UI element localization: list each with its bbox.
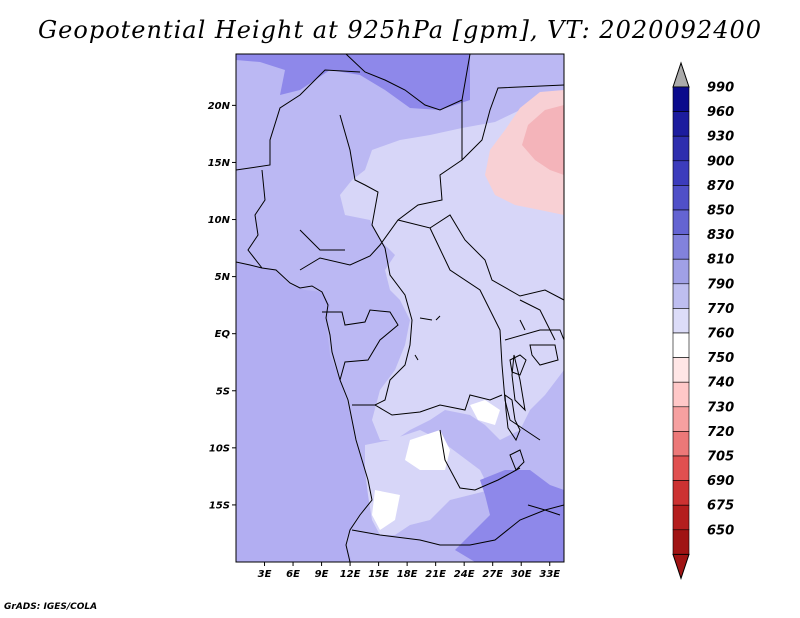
lat-tick-label: 5S	[216, 386, 230, 397]
colorbar-swatch	[672, 283, 690, 309]
colorbar-label: 810	[707, 253, 734, 268]
colorbar-swatch	[672, 209, 690, 235]
lat-tick-label: 20N	[208, 101, 231, 112]
field-white-patches	[372, 400, 500, 530]
colorbar-label: 675	[707, 499, 734, 514]
colorbar-bottom-arrow	[672, 553, 690, 580]
colorbar-label: 690	[707, 474, 734, 489]
colorbar-label: 790	[707, 277, 734, 292]
colorbar-swatch	[672, 86, 690, 112]
colorbar-top-arrow	[672, 61, 690, 88]
lon-tick-label: 15E	[368, 569, 389, 580]
lon-tick-label: 21E	[425, 569, 446, 580]
lake-outlines	[414, 315, 561, 516]
lat-tick-label: EQ	[215, 329, 231, 340]
map-frame	[235, 53, 565, 563]
field-high-region	[236, 54, 564, 562]
lon-tick-label: 3E	[258, 569, 272, 580]
colorbar-label: 830	[707, 228, 734, 243]
colorbar-label: 705	[707, 450, 734, 465]
colorbar-label: 750	[707, 351, 734, 366]
lat-tick-label: 10S	[209, 443, 230, 454]
lon-tick-label: 12E	[340, 569, 361, 580]
lat-tick-label: 5N	[215, 272, 231, 283]
grads-credit: GrADS: IGES/COLA	[4, 602, 98, 612]
lon-tick-label: 9E	[315, 569, 329, 580]
lon-tick-label: 24E	[454, 569, 475, 580]
colorbar-swatch	[672, 332, 690, 358]
colorbar-label: 960	[707, 105, 734, 120]
border-lines	[236, 54, 564, 546]
colorbar-label: 930	[707, 130, 734, 145]
lon-tick-label: 6E	[286, 569, 300, 580]
lon-tick-label: 30E	[511, 569, 532, 580]
colorbar-swatch	[672, 185, 690, 211]
map-field	[236, 54, 564, 562]
colorbar-swatch	[672, 135, 690, 162]
field-gulf-atlantic	[236, 262, 372, 562]
colorbar-label: 870	[707, 179, 734, 194]
coastline	[236, 261, 373, 562]
colorbar-label: 740	[707, 376, 734, 391]
lat-tick-label: 10N	[208, 215, 231, 226]
axis-ticks: 3E 6E 9E 12E 15E 18E 21E 24E 27E 30E 33E 20N 15N 10N 5…	[208, 101, 561, 580]
colorbar-label: 850	[707, 204, 734, 219]
colorbar-label: 650	[707, 523, 734, 538]
colorbar-swatch	[672, 381, 690, 408]
colorbar-swatch	[672, 111, 690, 137]
colorbar-swatch	[672, 504, 690, 531]
chart-title: Geopotential Height at 925hPa [gpm], VT:…	[38, 16, 762, 44]
colorbar-swatch	[672, 308, 690, 334]
colorbar-label: 730	[707, 400, 734, 415]
colorbar-label: 990	[707, 81, 734, 96]
colorbar-swatch	[672, 160, 690, 186]
lat-tick-label: 15N	[208, 158, 231, 169]
colorbar-swatch	[672, 234, 690, 260]
colorbar-swatch	[672, 455, 690, 481]
colorbar-swatch	[672, 357, 690, 383]
colorbar-label: 760	[707, 327, 734, 342]
colorbar-swatch	[672, 406, 690, 432]
colorbar-swatch	[672, 431, 690, 457]
field-pink-core	[522, 105, 564, 175]
colorbar-label: 720	[707, 425, 734, 440]
lon-tick-label: 18E	[397, 569, 418, 580]
colorbar-swatch	[672, 258, 690, 285]
colorbar: 990 960 930 900 870 850 830 810 790 770 760 750 740 7…	[672, 61, 734, 580]
lon-tick-label: 33E	[539, 569, 560, 580]
lon-tick-label: 27E	[482, 569, 503, 580]
borders	[236, 54, 564, 562]
colorbar-label: 900	[707, 154, 734, 169]
lat-tick-label: 15S	[209, 500, 230, 511]
colorbar-swatch	[672, 480, 690, 506]
colorbar-swatch	[672, 529, 690, 555]
colorbar-label: 770	[707, 302, 734, 317]
